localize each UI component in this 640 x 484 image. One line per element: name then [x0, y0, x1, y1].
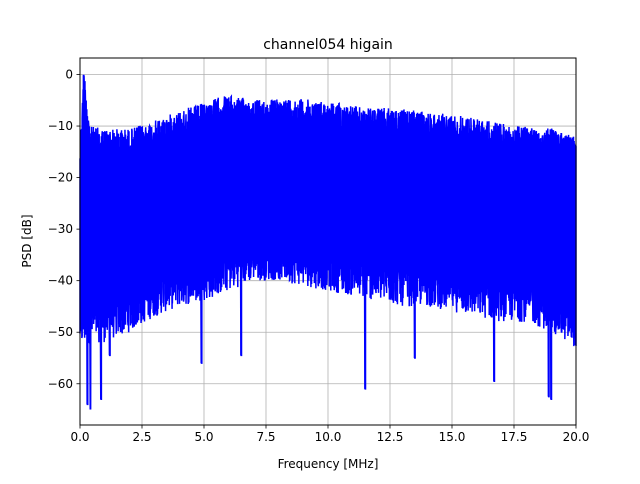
x-tick-label: 17.5 — [501, 430, 528, 444]
x-tick-label: 2.5 — [132, 430, 151, 444]
x-tick-label: 15.0 — [439, 430, 466, 444]
psd-series-line — [79, 74, 577, 410]
x-tick-label: 12.5 — [377, 430, 404, 444]
x-tick-label: 10.0 — [315, 430, 342, 444]
x-tick-label: 5.0 — [194, 430, 213, 444]
x-axis-label: Frequency [MHz] — [278, 457, 379, 471]
x-tick-label: 20.0 — [563, 430, 590, 444]
y-tick-label: −20 — [48, 171, 73, 185]
y-tick-label: −50 — [48, 325, 73, 339]
y-axis-label: PSD [dB] — [20, 214, 34, 267]
x-tick-label: 7.5 — [256, 430, 275, 444]
y-tick-label: −40 — [48, 274, 73, 288]
ticks: 0.0 2.5 5.0 7.5 10.0 12.5 15.0 17.5 20.0 0 −10 −20 −… — [48, 67, 590, 444]
y-tick-label: −30 — [48, 222, 73, 236]
x-tick-label: 0.0 — [70, 430, 89, 444]
chart-title: channel054 higain — [263, 37, 393, 53]
y-tick-label: 0 — [65, 67, 73, 81]
y-tick-label: −60 — [48, 377, 73, 391]
data-area — [79, 74, 577, 410]
y-tick-label: −10 — [48, 119, 73, 133]
